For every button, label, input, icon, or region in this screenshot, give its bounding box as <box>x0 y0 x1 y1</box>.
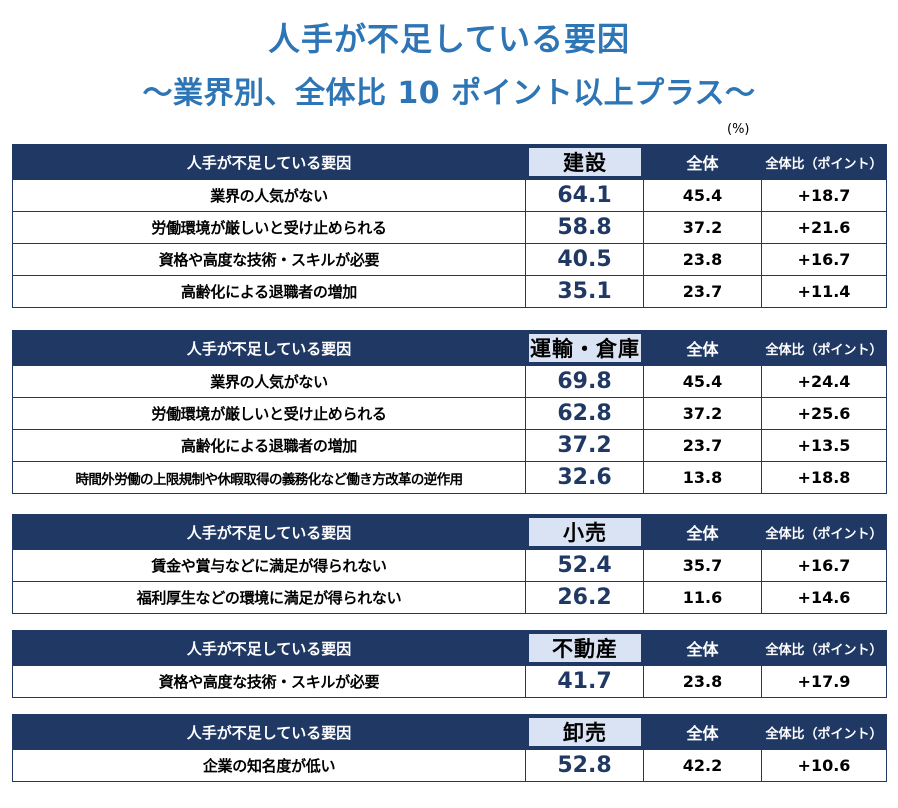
reason-cell: 高齢化による退職者の増加 <box>12 429 526 462</box>
diff-value-cell: +16.7 <box>761 243 887 276</box>
industry-value-cell: 62.8 <box>525 397 644 430</box>
table-row: 労働環境が厳しいと受け止められる 58.8 37.2 +21.6 <box>12 211 887 244</box>
header-reason: 人手が不足している要因 <box>12 514 526 550</box>
table-row: 業界の人気がない 69.8 45.4 +24.4 <box>12 365 887 398</box>
total-value-cell: 35.7 <box>643 549 762 582</box>
diff-value-cell: +18.7 <box>761 179 887 212</box>
industry-value-cell: 32.6 <box>525 461 644 494</box>
reason-cell: 業界の人気がない <box>12 179 526 212</box>
total-value-cell: 23.8 <box>643 665 762 698</box>
header-total: 全体 <box>643 630 762 666</box>
table-row: 資格や高度な技術・スキルが必要 40.5 23.8 +16.7 <box>12 243 887 276</box>
header-reason: 人手が不足している要因 <box>12 330 526 366</box>
diff-value-cell: +16.7 <box>761 549 887 582</box>
diff-value-cell: +25.6 <box>761 397 887 430</box>
header-total: 全体 <box>643 714 762 750</box>
total-value-cell: 23.7 <box>643 275 762 308</box>
industry-table-retail: 人手が不足している要因 小売 全体 全体比（ポイント） 賃金や賞与などに満足が得… <box>12 514 887 614</box>
reason-cell: 高齢化による退職者の増加 <box>12 275 526 308</box>
table-row: 企業の知名度が低い 52.8 42.2 +10.6 <box>12 749 887 782</box>
header-reason: 人手が不足している要因 <box>12 144 526 180</box>
table-header-row: 人手が不足している要因 不動産 全体 全体比（ポイント） <box>12 630 887 666</box>
table-row: 資格や高度な技術・スキルが必要 41.7 23.8 +17.9 <box>12 665 887 698</box>
industry-value-cell: 52.8 <box>525 749 644 782</box>
table-header-row: 人手が不足している要因 建設 全体 全体比（ポイント） <box>12 144 887 180</box>
total-value-cell: 42.2 <box>643 749 762 782</box>
table-row: 高齢化による退職者の増加 35.1 23.7 +11.4 <box>12 275 887 308</box>
industry-label: 不動産 <box>526 631 643 665</box>
total-value-cell: 45.4 <box>643 179 762 212</box>
reason-cell: 労働環境が厳しいと受け止められる <box>12 397 526 430</box>
industry-table-transport: 人手が不足している要因 運輸・倉庫 全体 全体比（ポイント） 業界の人気がない … <box>12 330 887 494</box>
industry-table-wholesale: 人手が不足している要因 卸売 全体 全体比（ポイント） 企業の知名度が低い 52… <box>12 714 887 782</box>
reason-cell: 資格や高度な技術・スキルが必要 <box>12 665 526 698</box>
industry-value-cell: 37.2 <box>525 429 644 462</box>
industry-value-cell: 64.1 <box>525 179 644 212</box>
reason-cell: 福利厚生などの環境に満足が得られない <box>12 581 526 614</box>
industry-value-cell: 52.4 <box>525 549 644 582</box>
industry-value-cell: 40.5 <box>525 243 644 276</box>
header-total: 全体 <box>643 330 762 366</box>
industry-value-cell: 26.2 <box>525 581 644 614</box>
reason-cell: 企業の知名度が低い <box>12 749 526 782</box>
total-value-cell: 13.8 <box>643 461 762 494</box>
header-total: 全体 <box>643 514 762 550</box>
total-value-cell: 37.2 <box>643 211 762 244</box>
table-row: 賃金や賞与などに満足が得られない 52.4 35.7 +16.7 <box>12 549 887 582</box>
table-header-row: 人手が不足している要因 卸売 全体 全体比（ポイント） <box>12 714 887 750</box>
diff-value-cell: +13.5 <box>761 429 887 462</box>
reason-cell: 資格や高度な技術・スキルが必要 <box>12 243 526 276</box>
diff-value-cell: +18.8 <box>761 461 887 494</box>
industry-value-cell: 58.8 <box>525 211 644 244</box>
total-value-cell: 45.4 <box>643 365 762 398</box>
page-title: 人手が不足している要因 <box>267 20 631 58</box>
diff-value-cell: +11.4 <box>761 275 887 308</box>
reason-cell: 業界の人気がない <box>12 365 526 398</box>
industry-label: 建設 <box>526 145 643 179</box>
industry-label: 運輸・倉庫 <box>526 331 643 365</box>
diff-value-cell: +14.6 <box>761 581 887 614</box>
header-diff: 全体比（ポイント） <box>761 714 887 750</box>
reason-cell: 賃金や賞与などに満足が得られない <box>12 549 526 582</box>
table-row: 高齢化による退職者の増加 37.2 23.7 +13.5 <box>12 429 887 462</box>
diff-value-cell: +21.6 <box>761 211 887 244</box>
industry-label: 小売 <box>526 515 643 549</box>
header-diff: 全体比（ポイント） <box>761 144 887 180</box>
total-value-cell: 23.7 <box>643 429 762 462</box>
industry-value-cell: 69.8 <box>525 365 644 398</box>
total-value-cell: 11.6 <box>643 581 762 614</box>
industry-value-cell: 41.7 <box>525 665 644 698</box>
diff-value-cell: +24.4 <box>761 365 887 398</box>
diff-value-cell: +10.6 <box>761 749 887 782</box>
table-row: 時間外労働の上限規制や休暇取得の義務化など働き方改革の逆作用 32.6 13.8… <box>12 461 887 494</box>
reason-cell: 労働環境が厳しいと受け止められる <box>12 211 526 244</box>
unit-label: (%) <box>727 122 750 137</box>
header-reason: 人手が不足している要因 <box>12 714 526 750</box>
header-total: 全体 <box>643 144 762 180</box>
table-row: 労働環境が厳しいと受け止められる 62.8 37.2 +25.6 <box>12 397 887 430</box>
total-value-cell: 37.2 <box>643 397 762 430</box>
page-subtitle: ～業界別、全体比 10 ポイント以上プラス～ <box>142 76 756 111</box>
table-header-row: 人手が不足している要因 小売 全体 全体比（ポイント） <box>12 514 887 550</box>
industry-value-cell: 35.1 <box>525 275 644 308</box>
header-diff: 全体比（ポイント） <box>761 630 887 666</box>
industry-table-realestate: 人手が不足している要因 不動産 全体 全体比（ポイント） 資格や高度な技術・スキ… <box>12 630 887 698</box>
table-header-row: 人手が不足している要因 運輸・倉庫 全体 全体比（ポイント） <box>12 330 887 366</box>
table-row: 福利厚生などの環境に満足が得られない 26.2 11.6 +14.6 <box>12 581 887 614</box>
header-diff: 全体比（ポイント） <box>761 514 887 550</box>
industry-label: 卸売 <box>526 715 643 749</box>
table-row: 業界の人気がない 64.1 45.4 +18.7 <box>12 179 887 212</box>
diff-value-cell: +17.9 <box>761 665 887 698</box>
header-diff: 全体比（ポイント） <box>761 330 887 366</box>
reason-cell: 時間外労働の上限規制や休暇取得の義務化など働き方改革の逆作用 <box>12 461 526 494</box>
industry-table-construction: 人手が不足している要因 建設 全体 全体比（ポイント） 業界の人気がない 64.… <box>12 144 887 308</box>
total-value-cell: 23.8 <box>643 243 762 276</box>
header-reason: 人手が不足している要因 <box>12 630 526 666</box>
